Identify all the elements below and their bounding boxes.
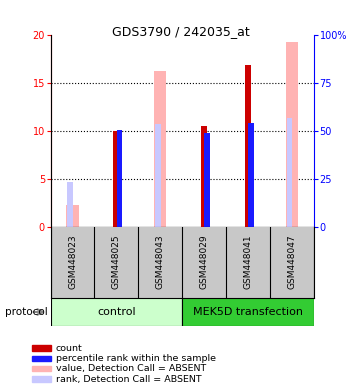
Text: protocol: protocol (5, 307, 48, 317)
Bar (248, 123, 254, 227)
Bar (155, 124, 161, 227)
Text: control: control (97, 307, 136, 317)
Bar (67, 182, 73, 227)
Text: percentile rank within the sample: percentile rank within the sample (56, 354, 216, 363)
Text: GSM448029: GSM448029 (200, 235, 209, 290)
Text: GSM448043: GSM448043 (156, 235, 165, 290)
Bar (204, 134, 210, 227)
Text: GDS3790 / 242035_at: GDS3790 / 242035_at (112, 25, 249, 38)
Bar (32, 346, 51, 351)
Bar (245, 65, 251, 227)
Bar (32, 356, 51, 361)
Text: GSM448047: GSM448047 (288, 235, 297, 290)
Bar (201, 126, 207, 227)
Text: GSM448041: GSM448041 (244, 235, 253, 290)
Text: rank, Detection Call = ABSENT: rank, Detection Call = ABSENT (56, 375, 201, 384)
Text: MEK5D transfection: MEK5D transfection (193, 307, 303, 317)
Bar (117, 130, 122, 227)
Bar (32, 376, 51, 382)
Bar (51, 298, 182, 326)
Text: GSM448023: GSM448023 (68, 235, 77, 290)
Bar (182, 298, 314, 326)
Text: count: count (56, 344, 82, 353)
Text: value, Detection Call = ABSENT: value, Detection Call = ABSENT (56, 364, 206, 373)
Bar (66, 205, 79, 227)
Bar (32, 366, 51, 371)
Bar (154, 71, 166, 227)
Text: GSM448025: GSM448025 (112, 235, 121, 290)
Bar (113, 131, 119, 227)
Bar (286, 42, 298, 227)
Bar (287, 118, 292, 227)
